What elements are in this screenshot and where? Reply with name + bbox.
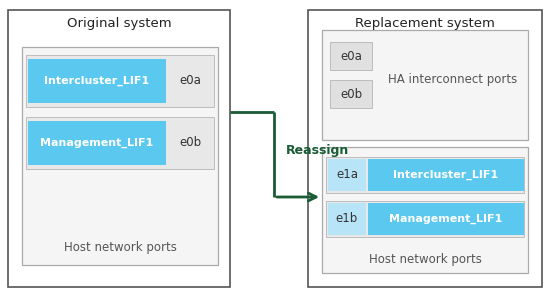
Bar (28, 59, 166, 103)
Bar (328, 159, 366, 191)
Bar (28, 121, 166, 165)
Text: e1a: e1a (336, 168, 358, 181)
Text: Management_LIF1: Management_LIF1 (40, 138, 153, 148)
Text: e1b: e1b (336, 212, 358, 225)
Bar (26, 117, 214, 169)
Bar (26, 55, 214, 107)
Text: Host network ports: Host network ports (64, 240, 177, 253)
Bar (322, 147, 528, 273)
Text: Intercluster_LIF1: Intercluster_LIF1 (393, 170, 498, 180)
Bar (330, 42, 372, 70)
Bar (326, 201, 524, 237)
Bar (368, 159, 524, 191)
Bar (22, 47, 218, 265)
Bar (322, 30, 528, 140)
Text: e0a: e0a (179, 75, 201, 88)
Bar (308, 10, 542, 287)
Bar (330, 80, 372, 108)
Text: e0b: e0b (179, 137, 201, 150)
Text: Intercluster_LIF1: Intercluster_LIF1 (45, 76, 150, 86)
Bar (328, 203, 366, 235)
Text: Management_LIF1: Management_LIF1 (389, 214, 503, 224)
Bar (326, 157, 524, 193)
Text: e0a: e0a (340, 50, 362, 63)
Bar (368, 203, 524, 235)
Text: Replacement system: Replacement system (355, 17, 495, 30)
Text: e0b: e0b (340, 88, 362, 101)
Text: Reassign: Reassign (286, 144, 349, 157)
Text: HA interconnect ports: HA interconnect ports (388, 73, 518, 86)
Text: Original system: Original system (67, 17, 171, 30)
Bar (8, 10, 230, 287)
Text: Host network ports: Host network ports (368, 253, 481, 266)
